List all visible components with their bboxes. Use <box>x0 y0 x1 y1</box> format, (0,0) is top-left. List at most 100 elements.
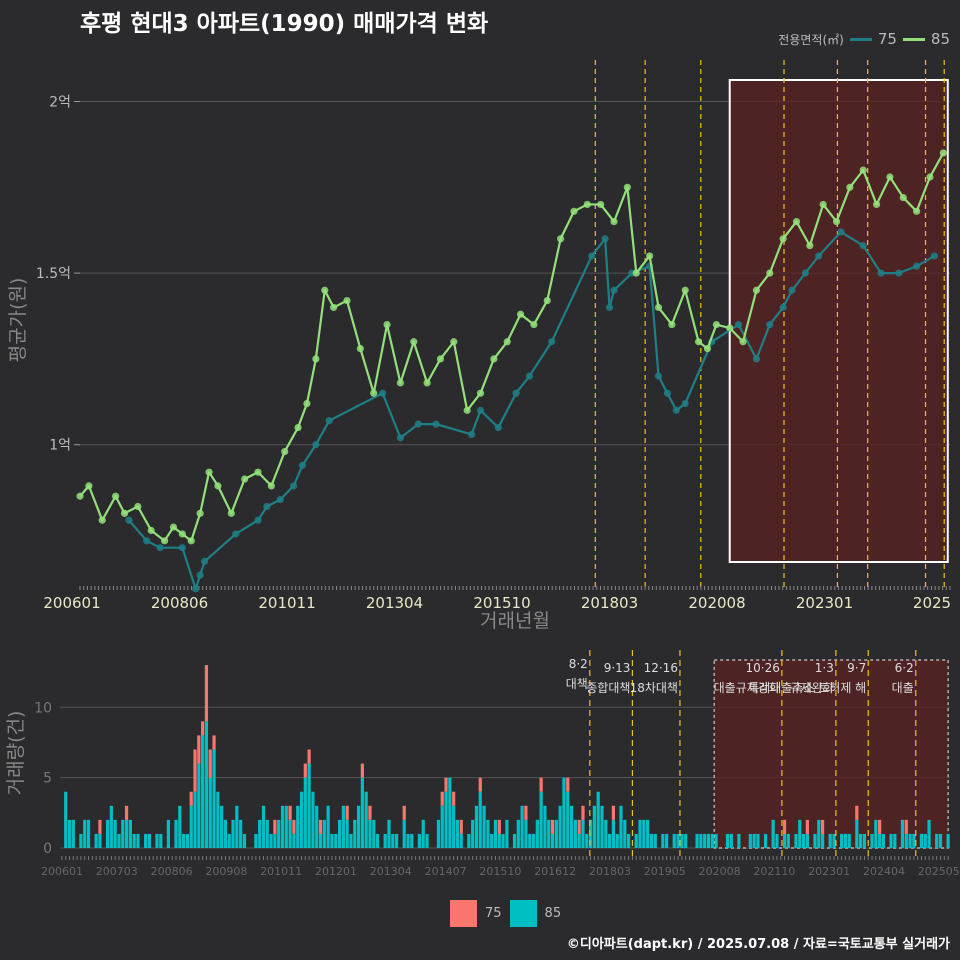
series-75-point <box>263 502 271 511</box>
bar-85 <box>680 833 684 848</box>
area-legend: 전용면적(㎡) 75 85 <box>778 30 950 48</box>
bar-85 <box>569 805 574 848</box>
bar-85 <box>147 833 151 848</box>
bar-85 <box>197 763 201 848</box>
series-75-point <box>432 420 440 428</box>
bar-85 <box>893 833 897 848</box>
bar-legend-75-label: 75 <box>485 906 502 921</box>
bar-85 <box>859 833 863 848</box>
bar-85 <box>596 791 600 848</box>
bar-85 <box>840 833 844 848</box>
bar-75 <box>273 819 277 834</box>
y-tick-label: 2억 <box>49 94 71 110</box>
series-85-point <box>899 193 907 202</box>
bar-85 <box>855 819 859 848</box>
bar-75 <box>444 777 448 792</box>
bar-85 <box>227 833 231 848</box>
bar-legend-75-swatch <box>450 900 477 927</box>
series-85-point <box>450 338 458 346</box>
bar-85 <box>558 805 562 848</box>
bar-85 <box>627 833 631 848</box>
bar-85 <box>566 791 570 848</box>
series-85-point <box>383 320 391 329</box>
bar-85 <box>562 777 566 848</box>
bar-85 <box>269 833 273 848</box>
series-85-point <box>557 235 565 243</box>
bar-x-tick-label: 201011 <box>260 865 302 878</box>
bar-85 <box>318 833 323 848</box>
series-85-point <box>227 509 235 517</box>
bar-85 <box>653 833 657 848</box>
bar-85 <box>908 833 912 848</box>
bar-85 <box>113 819 117 848</box>
bar-85 <box>189 805 193 848</box>
bar-75 <box>782 819 787 834</box>
policy-name-label: 18차대책 <box>630 680 678 695</box>
series-85-point <box>410 338 418 346</box>
series-85-point <box>343 296 351 305</box>
series-75-point <box>801 269 809 277</box>
bar-85 <box>459 833 463 848</box>
series-75-point <box>735 320 743 329</box>
bar-75 <box>577 819 581 834</box>
series-85-point <box>160 537 169 545</box>
series-85-point <box>806 242 814 250</box>
bar-85 <box>889 833 893 848</box>
series-85-point <box>147 526 155 535</box>
bar-75 <box>208 749 212 778</box>
bar-85 <box>406 833 410 848</box>
policy-date-label: 1·3 <box>815 661 834 675</box>
bar-85 <box>703 833 707 848</box>
bar-85 <box>642 819 646 848</box>
bar-85 <box>315 805 319 848</box>
source-credit: ©디아파트(dapt.kr) / 2025.07.08 / 자료=국토교통부 실… <box>566 937 950 952</box>
series-85-point <box>832 218 841 226</box>
series-85-point <box>267 482 275 490</box>
bar-85 <box>231 819 235 848</box>
series-85-point <box>356 345 364 353</box>
series-75-point <box>672 406 680 414</box>
x-tick-label: 2025 <box>913 594 951 612</box>
bar-85 <box>94 833 98 848</box>
bar-75 <box>524 805 528 820</box>
series-85-point <box>597 200 605 209</box>
series-85-point <box>321 286 329 294</box>
series-75-point <box>930 252 939 260</box>
bar-85 <box>881 833 886 848</box>
bar-85 <box>391 833 395 848</box>
bar-85 <box>923 833 927 848</box>
policy-date-label: 8·2 <box>569 657 588 671</box>
bar-85 <box>193 791 197 848</box>
bar-highlight-box <box>713 659 949 849</box>
series-85-point <box>872 200 881 209</box>
series-75-point <box>859 242 867 250</box>
bar-85 <box>938 833 943 848</box>
series-75-point <box>512 389 520 397</box>
bar-85 <box>375 833 380 848</box>
bar-75 <box>307 749 311 764</box>
y-tick-label: 1.5억 <box>36 266 71 282</box>
bar-85 <box>204 721 209 848</box>
bar-85 <box>729 833 733 848</box>
bar-85 <box>581 819 585 848</box>
series-85-point <box>726 324 734 332</box>
bar-85 <box>311 791 315 848</box>
bar-85 <box>554 819 558 848</box>
bar-85 <box>402 819 406 848</box>
policy-date-label: 12·16 <box>644 661 678 675</box>
bar-85 <box>592 805 596 848</box>
series-85-point <box>752 286 761 294</box>
y-tick-label: 1억 <box>49 438 71 454</box>
x-tick-label: 201803 <box>581 594 638 612</box>
policy-date-label: 9·7 <box>847 661 866 675</box>
series-75-point <box>815 252 823 260</box>
bar-85 <box>471 819 475 848</box>
bar-85 <box>368 819 372 848</box>
legend-75-label: 75 <box>877 30 897 48</box>
bar-x-tick-label: 200601 <box>41 865 83 878</box>
series-85-point <box>913 207 921 215</box>
bar-75 <box>566 777 570 792</box>
bar-85 <box>786 833 790 848</box>
bar-85 <box>109 805 113 848</box>
